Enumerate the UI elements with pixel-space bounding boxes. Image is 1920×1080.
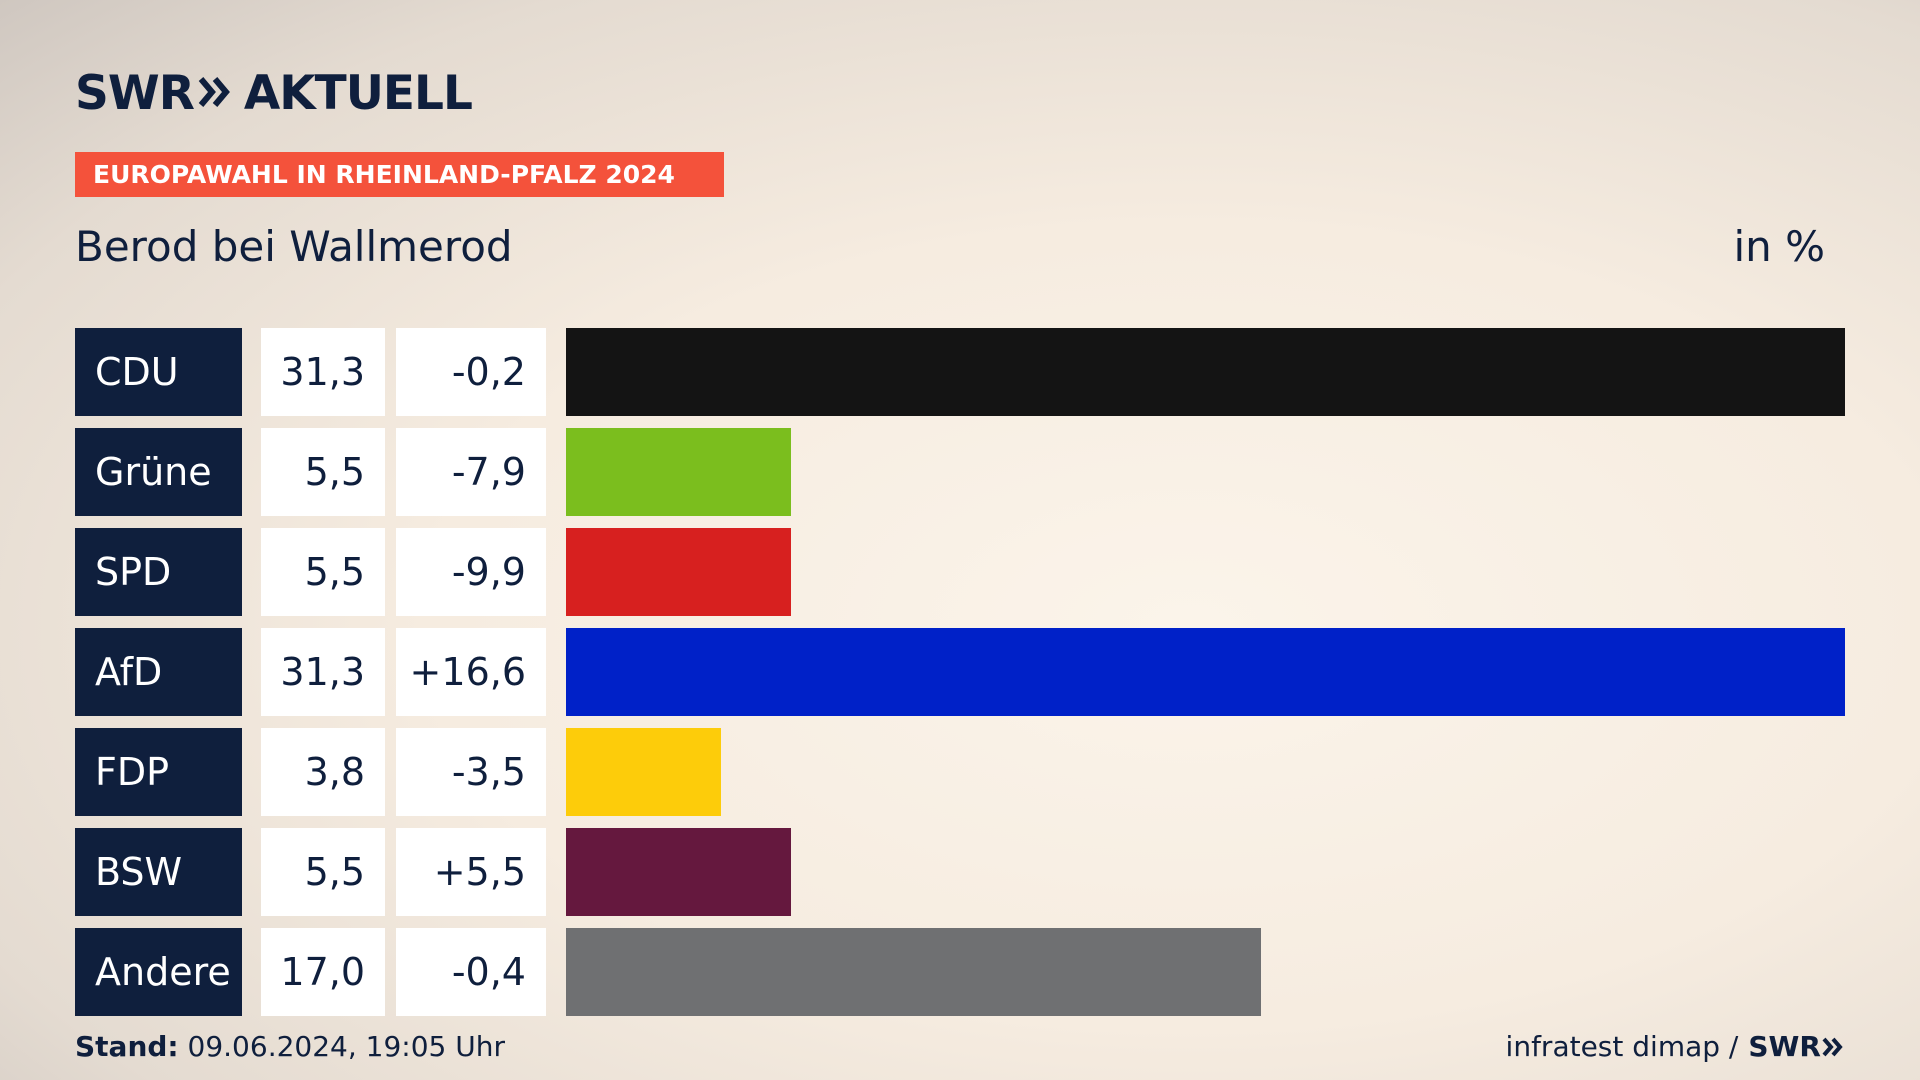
result-row: Andere 17,0 -0,4 [75, 928, 1845, 1016]
diff-label: -0,2 [396, 328, 546, 416]
value-label: 3,8 [261, 728, 385, 816]
diff-label: -3,5 [396, 728, 546, 816]
timestamp: Stand: 09.06.2024, 19:05 Uhr [75, 1030, 505, 1063]
source-logo: SWR [1748, 1030, 1845, 1063]
value-label: 17,0 [261, 928, 385, 1016]
result-row: SPD 5,5 -9,9 [75, 528, 1845, 616]
bar-andere [566, 928, 1261, 1016]
double-chevron-icon [198, 66, 232, 121]
stand-label: Stand: [75, 1030, 179, 1063]
party-label: AfD [75, 628, 242, 716]
result-row: FDP 3,8 -3,5 [75, 728, 1845, 816]
result-row: Grüne 5,5 -7,9 [75, 428, 1845, 516]
bar-afd [566, 628, 1845, 716]
swr-aktuell-logo: SWR AKTUELL [75, 66, 473, 121]
result-row: AfD 31,3 +16,6 [75, 628, 1845, 716]
bar-fdp [566, 728, 721, 816]
party-label: Grüne [75, 428, 242, 516]
double-chevron-small-icon [1822, 1037, 1843, 1056]
bar-bsw [566, 828, 791, 916]
value-label: 5,5 [261, 528, 385, 616]
result-row: BSW 5,5 +5,5 [75, 828, 1845, 916]
diff-label: -0,4 [396, 928, 546, 1016]
unit-label: in % [1733, 222, 1825, 271]
diff-label: +16,6 [396, 628, 546, 716]
result-row: CDU 31,3 -0,2 [75, 328, 1845, 416]
value-label: 5,5 [261, 828, 385, 916]
bar-cdu [566, 328, 1845, 416]
source-credit: infratest dimap / SWR [1506, 1030, 1845, 1063]
party-label: CDU [75, 328, 242, 416]
election-badge: EUROPAWAHL IN RHEINLAND-PFALZ 2024 [75, 152, 724, 197]
value-label: 5,5 [261, 428, 385, 516]
diff-label: -7,9 [396, 428, 546, 516]
diff-label: -9,9 [396, 528, 546, 616]
party-label: FDP [75, 728, 242, 816]
value-label: 31,3 [261, 328, 385, 416]
party-label: SPD [75, 528, 242, 616]
chart-title: Berod bei Wallmerod [75, 222, 513, 271]
stand-value: 09.06.2024, 19:05 Uhr [187, 1030, 505, 1063]
source-text: infratest dimap / [1505, 1030, 1739, 1063]
party-label: Andere [75, 928, 242, 1016]
bar-gr-ne [566, 428, 791, 516]
diff-label: +5,5 [396, 828, 546, 916]
bar-spd [566, 528, 791, 616]
party-label: BSW [75, 828, 242, 916]
value-label: 31,3 [261, 628, 385, 716]
logo-brand: SWR [75, 66, 195, 121]
source-brand: SWR [1748, 1030, 1821, 1063]
logo-suffix: AKTUELL [243, 66, 473, 121]
